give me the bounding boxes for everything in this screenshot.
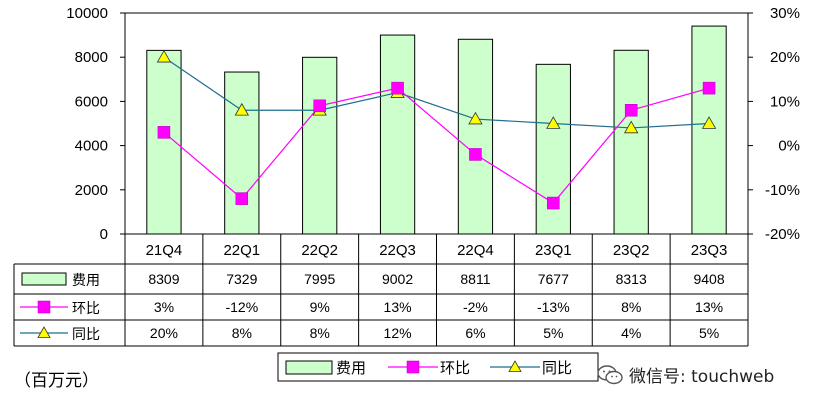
bar-23q2	[613, 49, 649, 235]
table-row-name: 同比	[72, 326, 100, 342]
left-axis-tick-label: 8000	[75, 49, 108, 66]
table-cell: 7677	[538, 271, 569, 287]
point-yoy-22q4	[468, 111, 483, 125]
point-yoy-23q3	[701, 116, 717, 129]
table-cell: 12%	[384, 325, 412, 341]
table-key-bar	[21, 272, 67, 286]
table-cell: 13%	[384, 299, 412, 315]
legend-label-bar: 费用	[336, 360, 366, 377]
point-mom-22q2	[313, 99, 326, 113]
left-axis-tick-label: 2000	[75, 182, 108, 199]
table-cell: 4%	[621, 325, 641, 341]
category-label: 22Q1	[223, 242, 260, 259]
table-cell: 8%	[310, 325, 330, 341]
left-axis-tick-label: 0	[100, 226, 108, 243]
series-line-mom	[163, 87, 710, 204]
table-key-triangle	[37, 326, 51, 338]
table-cell: 3%	[154, 299, 174, 315]
table-cell: 5%	[543, 325, 563, 341]
bar-23q3	[691, 25, 727, 235]
bar-22q1	[224, 71, 260, 235]
right-axis-tick-label: 10%	[770, 93, 800, 110]
table-cell: 8309	[148, 271, 179, 287]
table-cell: 20%	[150, 325, 178, 341]
bar-22q4	[457, 38, 494, 235]
point-mom-22q3	[391, 81, 404, 95]
point-yoy-22q1	[234, 102, 250, 116]
table-row-name: 费用	[72, 272, 100, 288]
point-yoy-23q2	[623, 120, 639, 134]
table-row-name: 环比	[72, 300, 100, 316]
bar-22q3	[379, 34, 416, 235]
point-mom-23q1	[547, 196, 560, 210]
legend-label-yoy: 同比	[542, 360, 572, 377]
table-cell: 9408	[693, 271, 724, 287]
category-label: 23Q2	[613, 242, 650, 259]
table-cell: -13%	[537, 299, 570, 315]
legend-key-bar	[285, 360, 333, 375]
right-axis-tick-label: -20%	[765, 226, 800, 243]
table-cell: 7329	[226, 271, 257, 287]
table-cell: 8%	[621, 299, 641, 315]
point-mom-22q1	[235, 192, 249, 205]
table-cell: 9%	[310, 299, 330, 315]
category-label: 23Q1	[535, 242, 572, 259]
wechat-icon	[597, 364, 623, 384]
table-cell: 9002	[382, 271, 413, 287]
legend-key-triangle	[508, 360, 522, 372]
table-cell: 8%	[232, 325, 252, 341]
table-cell: 5%	[699, 325, 719, 341]
point-mom-23q3	[702, 81, 716, 95]
plot-area	[124, 12, 749, 235]
watermark: 微信号: touchweb	[597, 362, 774, 387]
category-label: 22Q3	[379, 242, 416, 259]
legend-label-mom: 环比	[440, 360, 470, 377]
unit-label: （百万元）	[14, 371, 99, 391]
left-axis-tick-label: 10000	[66, 5, 108, 22]
table-cell: -2%	[463, 299, 488, 315]
category-label: 22Q2	[301, 242, 338, 259]
point-mom-23q2	[624, 103, 638, 117]
category-label: 21Q4	[146, 242, 183, 259]
right-axis-tick-label: 20%	[770, 49, 800, 66]
watermark-text: 微信号: touchweb	[629, 367, 775, 387]
right-axis-tick-label: -10%	[765, 182, 800, 199]
table-cell: 8313	[616, 271, 647, 287]
table-cell: 7995	[304, 271, 335, 287]
table-cell: 6%	[465, 325, 485, 341]
series-line-yoy	[163, 56, 710, 129]
table-cell: 8811	[460, 271, 490, 287]
bar-22q2	[302, 56, 338, 235]
point-mom-22q4	[469, 148, 482, 161]
category-label: 23Q3	[691, 242, 728, 259]
table-cell: -12%	[225, 299, 258, 315]
right-axis-tick-label: 0%	[778, 138, 800, 155]
category-label: 22Q4	[457, 242, 494, 259]
point-mom-21q4	[157, 126, 171, 139]
table-cell: 13%	[695, 299, 723, 315]
point-yoy-21q4	[156, 49, 172, 63]
left-axis-tick-label: 6000	[75, 93, 108, 110]
right-axis-tick-label: 30%	[770, 5, 800, 22]
table-key-square	[37, 300, 51, 314]
left-axis-tick-label: 4000	[75, 138, 108, 155]
legend-key-square	[406, 360, 420, 374]
point-yoy-23q1	[546, 116, 561, 129]
